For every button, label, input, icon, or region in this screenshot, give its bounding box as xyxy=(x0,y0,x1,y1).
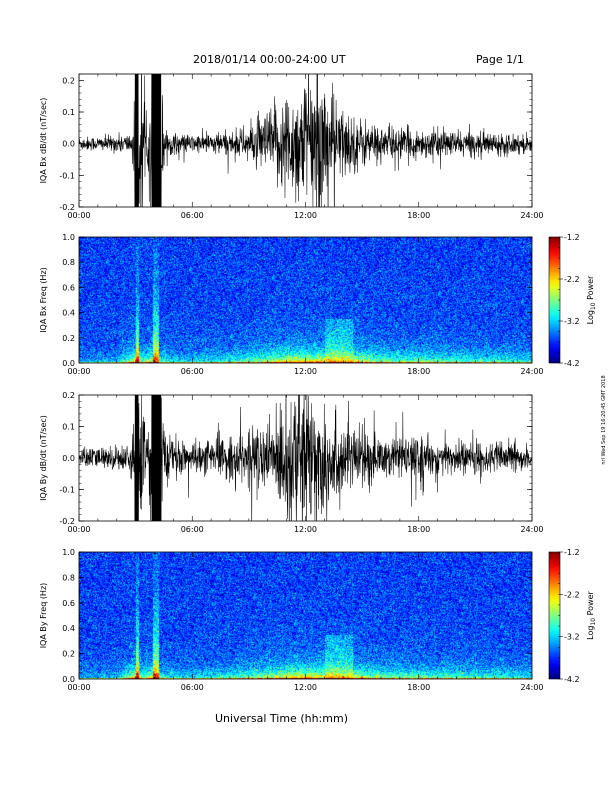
x-tick-label: 24:00 xyxy=(520,367,543,376)
heatmap-canvas xyxy=(79,237,532,363)
page-title: 2018/01/14 00:00-24:00 UT xyxy=(193,53,346,66)
colorbar-tick-label: -4.2 xyxy=(564,359,580,368)
x-tick-label: 18:00 xyxy=(407,367,430,376)
x-tick-label: 06:00 xyxy=(181,683,204,692)
y-tick-label: -0.1 xyxy=(59,171,75,180)
colorbar-label: Log10 Power xyxy=(586,275,597,324)
x-tick-label: 12:00 xyxy=(294,525,317,534)
x-tick-label: 00:00 xyxy=(67,683,90,692)
heatmap-image xyxy=(79,552,532,679)
panel-1: 00:00 06:00 12:00 18:00 24:00 -0.2 -0.1 0.0 0.1 0… xyxy=(39,73,544,220)
y-tick-label: 0.0 xyxy=(62,454,75,463)
y-tick-label: 0.2 xyxy=(62,76,75,85)
colorbar-label: Log10 Power xyxy=(586,590,597,639)
y-tick-label: 0.0 xyxy=(62,140,75,149)
x-axis-label: Universal Time (hh:mm) xyxy=(215,712,348,725)
x-tick-label: 06:00 xyxy=(181,525,204,534)
colorbar-tick-label: -2.2 xyxy=(564,590,580,599)
x-tick-label: 00:00 xyxy=(67,211,90,220)
series-line xyxy=(79,74,532,207)
x-tick-label: 12:00 xyxy=(294,683,317,692)
x-tick-label: 24:00 xyxy=(520,683,543,692)
colorbar-4: -1.2 -2.2 -3.2 -4.2 Log10 Power xyxy=(548,548,597,684)
y-tick-label: 0.6 xyxy=(62,283,75,292)
y-tick-label: 0.8 xyxy=(62,573,75,582)
colorbar-2: -1.2 -2.2 -3.2 -4.2 Log10 Power xyxy=(548,233,597,368)
y-tick-label: -0.1 xyxy=(59,486,75,495)
colorbar-tick-label: -2.2 xyxy=(564,275,580,284)
panel-2: 00:00 06:00 12:00 18:00 24:00 0.0 0.2 0.4 0.6 0.8… xyxy=(39,233,544,376)
plot-frame xyxy=(78,73,533,208)
colorbar-tick-label: -3.2 xyxy=(564,317,580,326)
y-tick-label: 1.0 xyxy=(62,548,75,557)
heatmap-canvas xyxy=(79,552,532,679)
colorbar-tick-label: -3.2 xyxy=(564,633,580,642)
x-tick-label: 18:00 xyxy=(407,211,430,220)
x-tick-label: 24:00 xyxy=(520,525,543,534)
y-tick-label: 0.8 xyxy=(62,258,75,267)
y-tick-label: 0.2 xyxy=(62,650,75,659)
y-tick-label: 0.4 xyxy=(62,309,75,318)
x-tick-label: 00:00 xyxy=(67,367,90,376)
heatmap-image xyxy=(79,237,532,363)
y-axis-label: IQA Bx Freq (Hz) xyxy=(39,267,48,333)
colorbar-tick-label: -4.2 xyxy=(564,675,580,684)
x-tick-label: 18:00 xyxy=(407,683,430,692)
y-axis-label: IQA Bx dB/dt (nT/sec) xyxy=(39,98,48,184)
colorbar-tick-label: -1.2 xyxy=(564,233,580,242)
x-tick-label: 06:00 xyxy=(181,367,204,376)
y-tick-label: 0.1 xyxy=(62,423,75,432)
y-tick-label: 0.0 xyxy=(62,359,75,368)
y-tick-label: 0.2 xyxy=(62,391,75,400)
x-tick-label: 12:00 xyxy=(294,367,317,376)
y-tick-label: 0.4 xyxy=(62,624,75,633)
y-tick-label: 0.2 xyxy=(62,334,75,343)
panel-3: 00:00 06:00 12:00 18:00 24:00 -0.2 -0.1 0.0 0.1 0… xyxy=(39,391,544,534)
y-tick-label: 0.1 xyxy=(62,108,75,117)
y-axis-label: IQA By dB/dt (nT/sec) xyxy=(39,415,48,501)
x-tick-label: 12:00 xyxy=(294,211,317,220)
x-tick-label: 06:00 xyxy=(181,211,204,220)
y-tick-label: -0.2 xyxy=(59,517,75,526)
y-axis-label: IQA By Freq (Hz) xyxy=(39,583,48,649)
panel-4: 00:00 06:00 12:00 18:00 24:00 0.0 0.2 0.4 0.6 0.8… xyxy=(39,548,544,725)
y-tick-label: 0.0 xyxy=(62,675,75,684)
y-tick-label: 1.0 xyxy=(62,233,75,242)
x-tick-label: 18:00 xyxy=(407,525,430,534)
colorbar-tick-label: -1.2 xyxy=(564,548,580,557)
y-tick-label: -0.2 xyxy=(59,203,75,212)
page-number: Page 1/1 xyxy=(476,53,524,66)
y-tick-label: 0.6 xyxy=(62,599,75,608)
x-tick-label: 00:00 xyxy=(67,525,90,534)
x-tick-label: 24:00 xyxy=(520,211,543,220)
